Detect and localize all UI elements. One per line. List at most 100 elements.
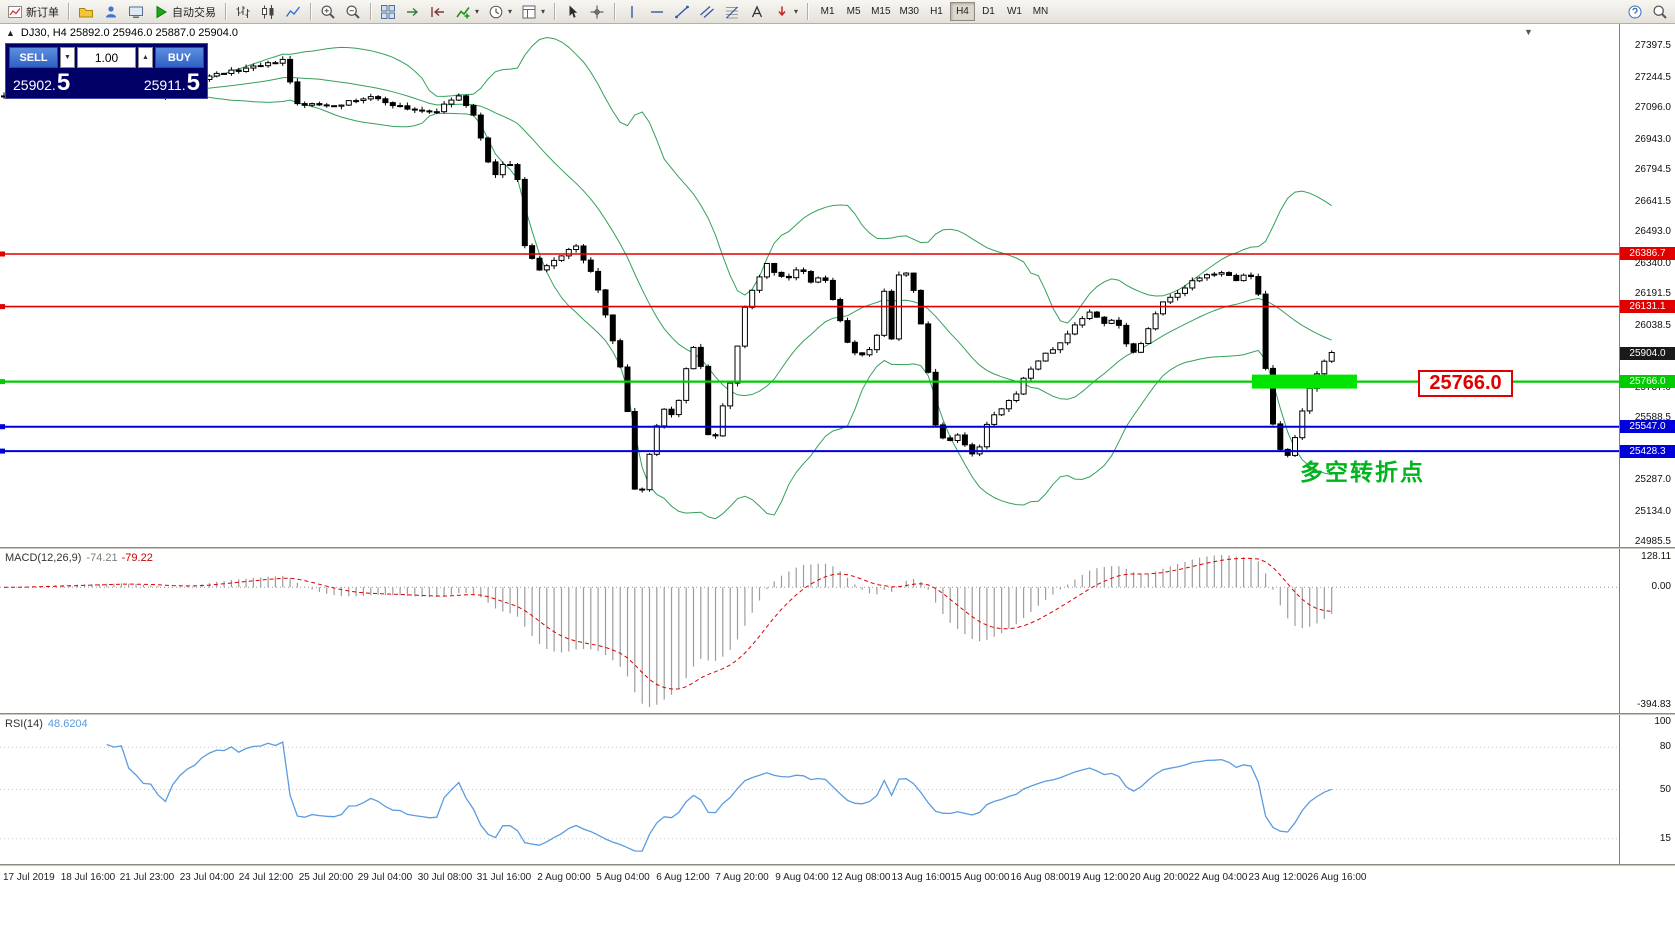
timeframe-m1[interactable]: M1 (820, 6, 835, 17)
fibo-icon (724, 4, 740, 20)
turning-point-annotation[interactable]: 多空转折点 (1300, 459, 1425, 485)
price-axis-label: 27096.0 (1634, 102, 1671, 113)
support-zone-rectangle[interactable] (1252, 374, 1357, 389)
time-axis-label: 9 Aug 04:00 (775, 872, 829, 883)
terminal-button[interactable] (124, 2, 148, 22)
bottom-filler (0, 890, 1675, 944)
new-order-button[interactable]: 新订单 (3, 2, 63, 22)
main-chart-canvas[interactable] (0, 24, 1619, 547)
auto-scroll-button[interactable] (401, 2, 425, 22)
arrows-button[interactable]: ▾ (770, 2, 802, 22)
line-handle[interactable] (0, 251, 5, 257)
line-chart-button[interactable] (281, 2, 305, 22)
candle-chart-icon (260, 4, 276, 20)
rsi-panel: RSI(14) 48.6204 100 80 50 15 (0, 715, 1675, 864)
timeframe-mn[interactable]: MN (1032, 6, 1049, 17)
autotrading-button[interactable]: 自动交易 (149, 2, 220, 22)
price-axis-label: 25134.0 (1634, 506, 1671, 517)
templates-button[interactable]: ▾ (517, 2, 549, 22)
panel-resize-handle-rsi[interactable] (0, 713, 1675, 715)
bar-chart-button[interactable] (231, 2, 255, 22)
sell-button[interactable]: SELL (9, 47, 58, 68)
timeframe-h1[interactable]: H1 (930, 6, 943, 17)
current-price-tag: 25904.0 (1620, 347, 1675, 360)
rsi-canvas[interactable] (0, 715, 1619, 864)
timeframe-m30[interactable]: M30 (899, 6, 919, 17)
bollinger-lower-line (3, 94, 1332, 520)
vline-icon (624, 4, 640, 20)
timeframe-d1[interactable]: D1 (982, 6, 995, 17)
line-handle[interactable] (0, 304, 5, 310)
panel-resize-handle-macd[interactable] (0, 547, 1675, 549)
navigator-button[interactable] (74, 2, 98, 22)
indicators-button[interactable]: ▾ (451, 2, 483, 22)
rsi-axis-15: 15 (1659, 833, 1671, 844)
buy-price[interactable]: 25911. 5 (144, 71, 200, 95)
price-axis-label: 27244.5 (1634, 72, 1671, 83)
line-handle[interactable] (0, 379, 5, 385)
timeframe-m15[interactable]: M15 (871, 6, 891, 17)
macd-axis[interactable]: 128.11 0.00 -394.83 (1619, 549, 1675, 713)
timeframe-w1[interactable]: W1 (1006, 6, 1022, 17)
zoom-out-button[interactable] (341, 2, 365, 22)
fibonacci-button[interactable] (720, 2, 744, 22)
oneclick-collapse-arrow[interactable]: ▲ (6, 28, 15, 38)
channel-button[interactable] (695, 2, 719, 22)
volume-decrement-button[interactable]: ▼ (60, 47, 75, 68)
crosshair-button[interactable] (585, 2, 609, 22)
rsi-axis-100: 100 (1654, 716, 1671, 727)
horizontal-line-button[interactable] (645, 2, 669, 22)
toolbar: 新订单 自动交易 ▾ ▾ ▾ ▾ M1 M5 M15 M30 H1 H4 D1 W1 MN (0, 0, 1675, 24)
time-axis-label: 24 Jul 12:00 (238, 872, 294, 883)
periods-button[interactable]: ▾ (484, 2, 516, 22)
macd-canvas[interactable] (0, 549, 1619, 713)
trendline-button[interactable] (670, 2, 694, 22)
line-handle[interactable] (0, 424, 5, 430)
search-button[interactable] (1648, 2, 1672, 22)
help-button[interactable] (1623, 2, 1647, 22)
timeframe-m5[interactable]: M5 (846, 6, 861, 17)
price-callout-box[interactable]: 25766.0 (1418, 370, 1513, 397)
rsi-plot: RSI(14) 48.6204 (0, 715, 1619, 864)
text-icon (749, 4, 765, 20)
buy-button[interactable]: BUY (155, 47, 204, 68)
cursor-button[interactable] (560, 2, 584, 22)
chart-shift-button[interactable] (426, 2, 450, 22)
zoom-in-button[interactable] (316, 2, 340, 22)
candles[interactable] (1, 55, 1335, 493)
sell-price[interactable]: 25902. 5 (13, 71, 70, 95)
macd-signal-line (3, 557, 1332, 690)
price-axis[interactable]: 27397.5 27244.5 27096.0 26943.0 26794.5 26641… (1619, 24, 1675, 547)
chevron-down-icon: ▾ (541, 7, 546, 16)
rsi-axis-80: 80 (1659, 741, 1671, 752)
vertical-line-button[interactable] (620, 2, 644, 22)
macd-panel: MACD(12,26,9) -74.21 -79.22 128.11 0.00 -394… (0, 549, 1675, 713)
tile-windows-button[interactable] (376, 2, 400, 22)
time-axis[interactable]: 17 Jul 2019 18 Jul 16:00 21 Jul 23:00 23 Ju… (0, 866, 1675, 890)
line-handle[interactable] (0, 448, 5, 454)
bar-chart-icon (235, 4, 251, 20)
chart-shift-marker[interactable]: ▼ (1524, 27, 1533, 37)
rsi-axis[interactable]: 100 80 50 15 (1619, 715, 1675, 864)
price-axis-label: 25588.5 (1634, 412, 1671, 423)
time-axis-label: 23 Aug 12:00 (1248, 872, 1308, 883)
zoom-out-icon (345, 4, 361, 20)
channel-icon (699, 4, 715, 20)
market-watch-button[interactable] (99, 2, 123, 22)
price-axis-label: 25287.0 (1634, 474, 1671, 485)
volume-increment-button[interactable]: ▲ (138, 47, 153, 68)
panel-separator-bottom[interactable] (0, 864, 1675, 866)
volume-input[interactable]: 1.00 (77, 47, 136, 68)
price-tag: 25428.3 (1620, 445, 1675, 458)
toolbar-separator (225, 3, 226, 20)
timeframe-h4[interactable]: H4 (949, 2, 975, 21)
symbol-ohlc-text: DJ30, H4 25892.0 25946.0 25887.0 25904.0 (20, 27, 239, 39)
price-axis-label: 26038.5 (1634, 320, 1671, 331)
toolbar-separator (614, 3, 616, 20)
candlestick-chart-button[interactable] (256, 2, 280, 22)
text-button[interactable] (745, 2, 769, 22)
rsi-label: RSI(14) 48.6204 (5, 718, 88, 730)
time-axis-label: 31 Jul 16:00 (476, 872, 532, 883)
timeframe-group: M1 M5 M15 M30 H1 H4 D1 W1 MN (815, 2, 1053, 21)
